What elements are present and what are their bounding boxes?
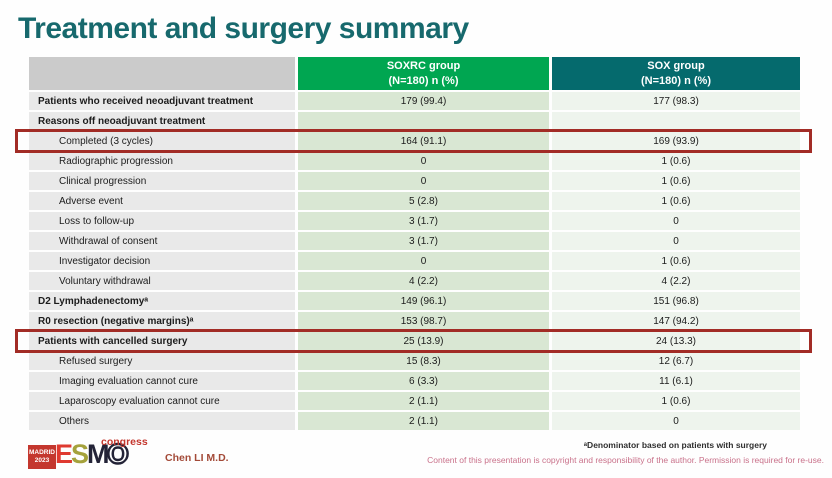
table-row: Voluntary withdrawal 4 (2.2) 4 (2.2) — [29, 272, 800, 290]
row-label: Completed (3 cycles) — [29, 132, 295, 150]
row-label: Patients who received neoadjuvant treatm… — [29, 92, 295, 110]
row-label: Refused surgery — [29, 352, 295, 370]
sox-value: 177 (98.3) — [552, 92, 800, 110]
soxrc-value: 153 (98.7) — [298, 312, 549, 330]
logo-venue: MADRID — [29, 448, 55, 456]
page-title: Treatment and surgery summary — [18, 12, 469, 45]
row-label: Patients with cancelled surgery — [29, 332, 295, 350]
logo-year: 2023 — [34, 457, 50, 464]
soxrc-value: 25 (13.9) — [298, 332, 549, 350]
sox-value: 0 — [552, 232, 800, 250]
table-row: Others 2 (1.1) 0 — [29, 412, 800, 430]
sox-value: 1 (0.6) — [552, 252, 800, 270]
row-label: Reasons off neoadjuvant treatment — [29, 112, 295, 130]
denominator-footnote: ᵃDenominator based on patients with surg… — [583, 440, 767, 450]
table-row: Investigator decision 0 1 (0.6) — [29, 252, 800, 270]
esmo-letter-e: E — [55, 439, 73, 469]
table-row: Patients with cancelled surgery 25 (13.9)… — [15, 329, 812, 353]
sox-value: 151 (96.8) — [552, 292, 800, 310]
sox-value: 1 (0.6) — [552, 192, 800, 210]
table-header-row: SOXRC group (N=180) n (%) SOX group (N=1… — [29, 57, 800, 90]
row-label: Withdrawal of consent — [29, 232, 295, 250]
soxrc-value: 3 (1.7) — [298, 212, 549, 230]
header-empty-cell — [29, 57, 295, 90]
table-row: Withdrawal of consent 3 (1.7) 0 — [29, 232, 800, 250]
esmo-letter-o: O — [107, 439, 130, 469]
sox-value: 12 (6.7) — [552, 352, 800, 370]
soxrc-value: 4 (2.2) — [298, 272, 549, 290]
esmo-letter-m: M — [87, 439, 109, 469]
soxrc-value: 0 — [298, 252, 549, 270]
header-sox-group: SOX group (N=180) n (%) — [552, 57, 800, 90]
sox-value: 1 (0.6) — [552, 152, 800, 170]
table-row: Radiographic progression 0 1 (0.6) — [29, 152, 800, 170]
table-row: D2 Lymphadenectomyᵃ 149 (96.1) 151 (96.8) — [29, 292, 800, 310]
row-label: Investigator decision — [29, 252, 295, 270]
soxrc-value: 0 — [298, 172, 549, 190]
soxrc-value: 164 (91.1) — [298, 132, 549, 150]
soxrc-value: 2 (1.1) — [298, 412, 549, 430]
sox-value: 169 (93.9) — [552, 132, 800, 150]
table-body: Patients who received neoadjuvant treatm… — [15, 92, 812, 430]
copyright-notice: Content of this presentation is copyrigh… — [427, 455, 824, 465]
sox-value: 0 — [552, 412, 800, 430]
row-label: Radiographic progression — [29, 152, 295, 170]
header-soxrc-sub: (N=180) n (%) — [388, 74, 459, 87]
header-sox-sub: (N=180) n (%) — [641, 74, 711, 87]
sox-value: 24 (13.3) — [552, 332, 800, 350]
row-label: Adverse event — [29, 192, 295, 210]
soxrc-value: 0 — [298, 152, 549, 170]
row-label: Others — [29, 412, 295, 430]
sox-value: 1 (0.6) — [552, 392, 800, 410]
madrid-2023-badge: MADRID 2023 — [28, 445, 56, 469]
sox-value — [552, 112, 800, 130]
table-row: Imaging evaluation cannot cure 6 (3.3) 11 … — [29, 372, 800, 390]
treatment-summary-table: SOXRC group (N=180) n (%) SOX group (N=1… — [15, 57, 812, 432]
sox-value: 147 (94.2) — [552, 312, 800, 330]
row-label: Imaging evaluation cannot cure — [29, 372, 295, 390]
table-row: Refused surgery 15 (8.3) 12 (6.7) — [29, 352, 800, 370]
sox-value: 4 (2.2) — [552, 272, 800, 290]
table-row: Clinical progression 0 1 (0.6) — [29, 172, 800, 190]
table-row: Completed (3 cycles) 164 (91.1) 169 (93.9) — [15, 129, 812, 153]
soxrc-value: 2 (1.1) — [298, 392, 549, 410]
presenter-name: Chen LI M.D. — [165, 452, 229, 464]
soxrc-value: 6 (3.3) — [298, 372, 549, 390]
table-row: Laparoscopy evaluation cannot cure 2 (1.1… — [29, 392, 800, 410]
congress-label: congress — [101, 436, 148, 448]
row-label: Loss to follow-up — [29, 212, 295, 230]
header-soxrc-group: SOXRC group (N=180) n (%) — [298, 57, 549, 90]
table-row: Reasons off neoadjuvant treatment — [29, 112, 800, 130]
row-label: R0 resection (negative margins)ᵃ — [29, 312, 295, 330]
header-soxrc-name: SOXRC group — [386, 59, 461, 72]
row-label: D2 Lymphadenectomyᵃ — [29, 292, 295, 310]
soxrc-value: 15 (8.3) — [298, 352, 549, 370]
table-row: Patients who received neoadjuvant treatm… — [29, 92, 800, 110]
soxrc-value: 3 (1.7) — [298, 232, 549, 250]
table-row: Loss to follow-up 3 (1.7) 0 — [29, 212, 800, 230]
esmo-logo-text: ESMO — [55, 439, 130, 469]
row-label: Voluntary withdrawal — [29, 272, 295, 290]
sox-value: 0 — [552, 212, 800, 230]
sox-value: 1 (0.6) — [552, 172, 800, 190]
table-row: R0 resection (negative margins)ᵃ 153 (98.… — [29, 312, 800, 330]
header-sox-name: SOX group — [647, 59, 705, 72]
esmo-congress-logo: MADRID 2023 ESMO congress — [28, 436, 178, 474]
soxrc-value: 149 (96.1) — [298, 292, 549, 310]
esmo-letter-s: S — [71, 439, 89, 469]
soxrc-value: 5 (2.8) — [298, 192, 549, 210]
row-label: Laparoscopy evaluation cannot cure — [29, 392, 295, 410]
soxrc-value — [298, 112, 549, 130]
sox-value: 11 (6.1) — [552, 372, 800, 390]
table-row: Adverse event 5 (2.8) 1 (0.6) — [29, 192, 800, 210]
row-label: Clinical progression — [29, 172, 295, 190]
soxrc-value: 179 (99.4) — [298, 92, 549, 110]
